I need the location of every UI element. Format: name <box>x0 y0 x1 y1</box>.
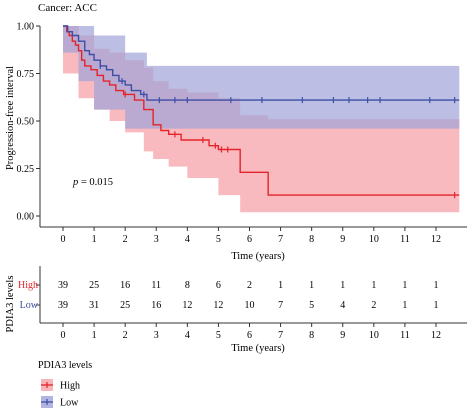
risk-cell-high: 25 <box>89 280 99 291</box>
risk-x-tick-label: 12 <box>431 330 441 341</box>
risk-cell-high: 2 <box>247 280 252 291</box>
x-tick-label: 7 <box>278 234 283 245</box>
risk-cell-high: 11 <box>151 280 161 291</box>
risk-cell-high: 1 <box>340 280 345 291</box>
x-ticks: 0 1 2 3 4 5 6 7 8 9 10 11 12 <box>61 227 441 245</box>
x-tick-label: 10 <box>369 234 379 245</box>
censor-marks <box>99 62 456 199</box>
x-axis-label: Time (years) <box>231 251 285 262</box>
risk-cell-low: 16 <box>151 300 161 311</box>
risk-cell-high: 39 <box>58 280 68 291</box>
risk-cell-low: 5 <box>309 300 314 311</box>
y-ticks: 0.00 0.25 0.50 0.75 1.00 <box>17 22 40 223</box>
risk-x-tick-label: 7 <box>278 330 283 341</box>
x-tick-label: 0 <box>61 234 66 245</box>
risk-cell-high: 8 <box>185 280 190 291</box>
risk-row-label-low: Low <box>20 300 39 311</box>
y-tick-label: 0.25 <box>17 164 35 175</box>
risk-table-y-label: PDIA3 levels <box>5 276 16 333</box>
risk-cell-high: 1 <box>309 280 314 291</box>
risk-cell-low: 1 <box>402 300 407 311</box>
x-tick-label: 5 <box>216 234 221 245</box>
legend-items: High Low <box>41 379 80 409</box>
risk-cell-low: 12 <box>182 300 192 311</box>
y-tick-label: 0.00 <box>17 212 35 223</box>
risk-cell-low: 25 <box>120 300 130 311</box>
risk-x-tick-label: 6 <box>247 330 252 341</box>
risk-table-x-ticks: 0 1 2 3 4 5 6 7 8 9 10 11 12 <box>61 323 441 341</box>
y-axis-label: Progression-free interval <box>5 66 16 170</box>
x-tick-label: 6 <box>247 234 252 245</box>
risk-x-tick-label: 10 <box>369 330 379 341</box>
risk-x-tick-label: 5 <box>216 330 221 341</box>
survival-line-high <box>63 25 460 196</box>
risk-cell-low: 2 <box>371 300 376 311</box>
risk-cell-low: 7 <box>278 300 283 311</box>
risk-cell-high: 1 <box>278 280 283 291</box>
legend-title: PDIA3 levels <box>38 360 92 371</box>
risk-row-label-high: High <box>18 280 38 291</box>
risk-x-tick-label: 3 <box>154 330 159 341</box>
x-tick-label: 1 <box>92 234 97 245</box>
x-tick-label: 8 <box>309 234 314 245</box>
y-tick-label: 0.75 <box>17 69 35 80</box>
x-tick-label: 12 <box>431 234 441 245</box>
risk-table-x-label: Time (years) <box>231 343 285 354</box>
confidence-bands <box>63 26 460 213</box>
risk-x-tick-label: 0 <box>61 330 66 341</box>
risk-x-tick-label: 11 <box>400 330 410 341</box>
ci-band-low <box>63 26 460 129</box>
x-tick-label: 3 <box>154 234 159 245</box>
risk-table-cells: 39 25 16 11 8 6 2 1 1 1 1 1 139 31 25 16 12 12 10 7 5 4 2 1 1 <box>36 280 439 311</box>
risk-cell-low: 31 <box>89 300 99 311</box>
risk-cell-low: 12 <box>213 300 223 311</box>
risk-cell-high: 1 <box>434 280 439 291</box>
risk-cell-low: 10 <box>245 300 255 311</box>
risk-cell-high: 1 <box>402 280 407 291</box>
risk-cell-low: 1 <box>434 300 439 311</box>
y-tick-label: 0.50 <box>17 117 35 128</box>
legend: PDIA3 levels High Low <box>38 360 92 409</box>
risk-cell-high: 1 <box>371 280 376 291</box>
p-value-annotation: p = 0.015 <box>72 177 113 188</box>
x-tick-label: 11 <box>400 234 410 245</box>
survival-line-low <box>63 25 460 101</box>
risk-cell-high: 6 <box>216 280 221 291</box>
risk-x-tick-label: 2 <box>123 330 128 341</box>
risk-x-tick-label: 4 <box>185 330 190 341</box>
panel-label: Cancer: ACC <box>38 2 97 14</box>
risk-table: PDIA3 levels High Low 39 25 16 11 8 6 2 1 1 1 1 1 13… <box>5 266 467 354</box>
survival-curves <box>63 25 460 196</box>
risk-x-tick-label: 8 <box>309 330 314 341</box>
risk-cell-low: 39 <box>58 300 68 311</box>
x-tick-label: 4 <box>185 234 190 245</box>
x-tick-label: 9 <box>340 234 345 245</box>
risk-cell-low: 4 <box>340 300 345 311</box>
y-tick-label: 1.00 <box>17 22 35 33</box>
risk-x-tick-label: 9 <box>340 330 345 341</box>
legend-label-low: Low <box>60 398 79 409</box>
legend-label-high: High <box>60 381 80 392</box>
risk-cell-high: 16 <box>120 280 130 291</box>
risk-x-tick-label: 1 <box>92 330 97 341</box>
survival-plot: 0.000.250.500.751.00 0 1 2 3 4 5 6 7 8 9 10 11 12 Pr… <box>5 22 467 262</box>
x-tick-label: 2 <box>123 234 128 245</box>
